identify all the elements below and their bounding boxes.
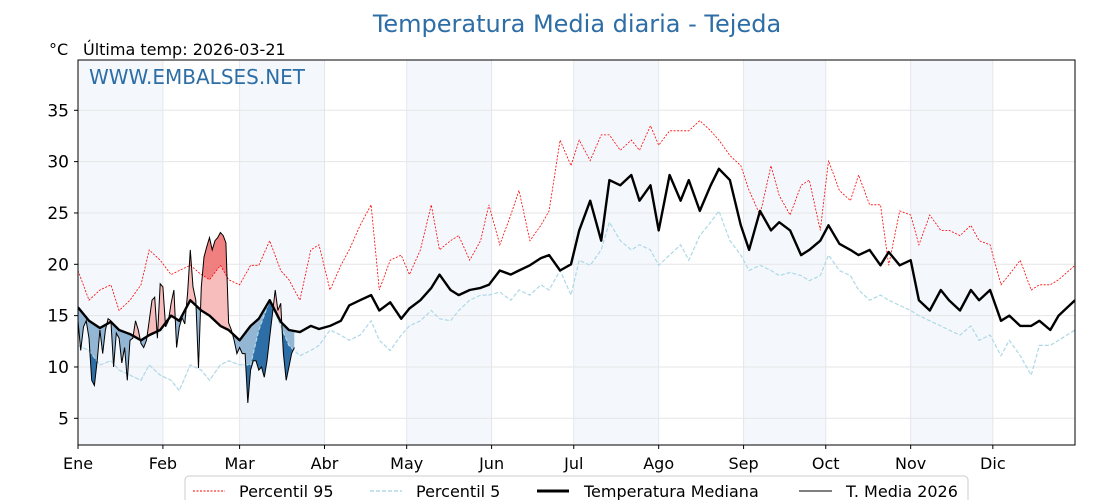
watermark: WWW.EMBALSES.NET: [89, 65, 306, 89]
x-tick-label-nov: Nov: [895, 454, 926, 473]
y-tick-label: 25: [47, 204, 69, 224]
legend-box: [184, 475, 969, 500]
legend-p95-label: Percentil 95: [239, 482, 334, 500]
month-band: [239, 60, 325, 445]
month-band: [910, 60, 993, 445]
x-tick-label-ene: Ene: [63, 454, 93, 473]
y-tick-label: 10: [47, 358, 69, 378]
legend-2026-label: T. Media 2026: [845, 482, 958, 500]
y-tick-label: 5: [58, 409, 69, 429]
last-temp-label: Última temp: 2026-03-21: [83, 40, 286, 59]
legend-median-label: Temperatura Mediana: [583, 482, 759, 500]
x-tick-label-ago: Ago: [643, 454, 674, 473]
month-band: [743, 60, 826, 445]
temperature-2026-line: [78, 231, 295, 403]
x-tick-label-dic: Dic: [980, 454, 1006, 473]
x-tick-label-jun: Jun: [478, 454, 504, 473]
x-tick-label-feb: Feb: [149, 454, 177, 473]
chart-title: Temperatura Media diaria - Tejeda: [372, 10, 781, 38]
gridlines: [78, 60, 1075, 445]
x-tick-label-abr: Abr: [311, 454, 339, 473]
x-tick-label-sep: Sep: [729, 454, 759, 473]
median-temperature-line: [78, 167, 1075, 342]
y-tick-label: 20: [47, 255, 69, 275]
month-band: [78, 60, 163, 445]
y-axis: 5 10 15 20 25 30 35: [47, 101, 78, 429]
x-tick-label-jul: Jul: [563, 454, 583, 473]
y-tick-label: 30: [47, 153, 69, 173]
y-unit-label: °C: [49, 40, 68, 59]
x-tick-label-mar: Mar: [225, 454, 256, 473]
month-band: [573, 60, 659, 445]
y-tick-label: 35: [47, 101, 69, 121]
plot-frame: [77, 59, 1076, 446]
percentile-95-line: [78, 120, 1075, 312]
series-lines: [78, 120, 1075, 403]
month-bands: [78, 60, 993, 445]
x-tick-label-oct: Oct: [812, 454, 840, 473]
percentile-5-line: [78, 209, 1075, 392]
x-tick-label-may: May: [390, 454, 423, 473]
x-axis: Ene Feb Mar Abr May Jun Jul Ago Sep Oct Nov Dic: [63, 445, 1006, 473]
y-tick-label: 15: [47, 307, 69, 327]
legend-p5-label: Percentil 5: [416, 482, 500, 500]
month-band: [406, 60, 492, 445]
legend: Percentil 95 Percentil 5 Temperatura Med…: [184, 475, 969, 500]
